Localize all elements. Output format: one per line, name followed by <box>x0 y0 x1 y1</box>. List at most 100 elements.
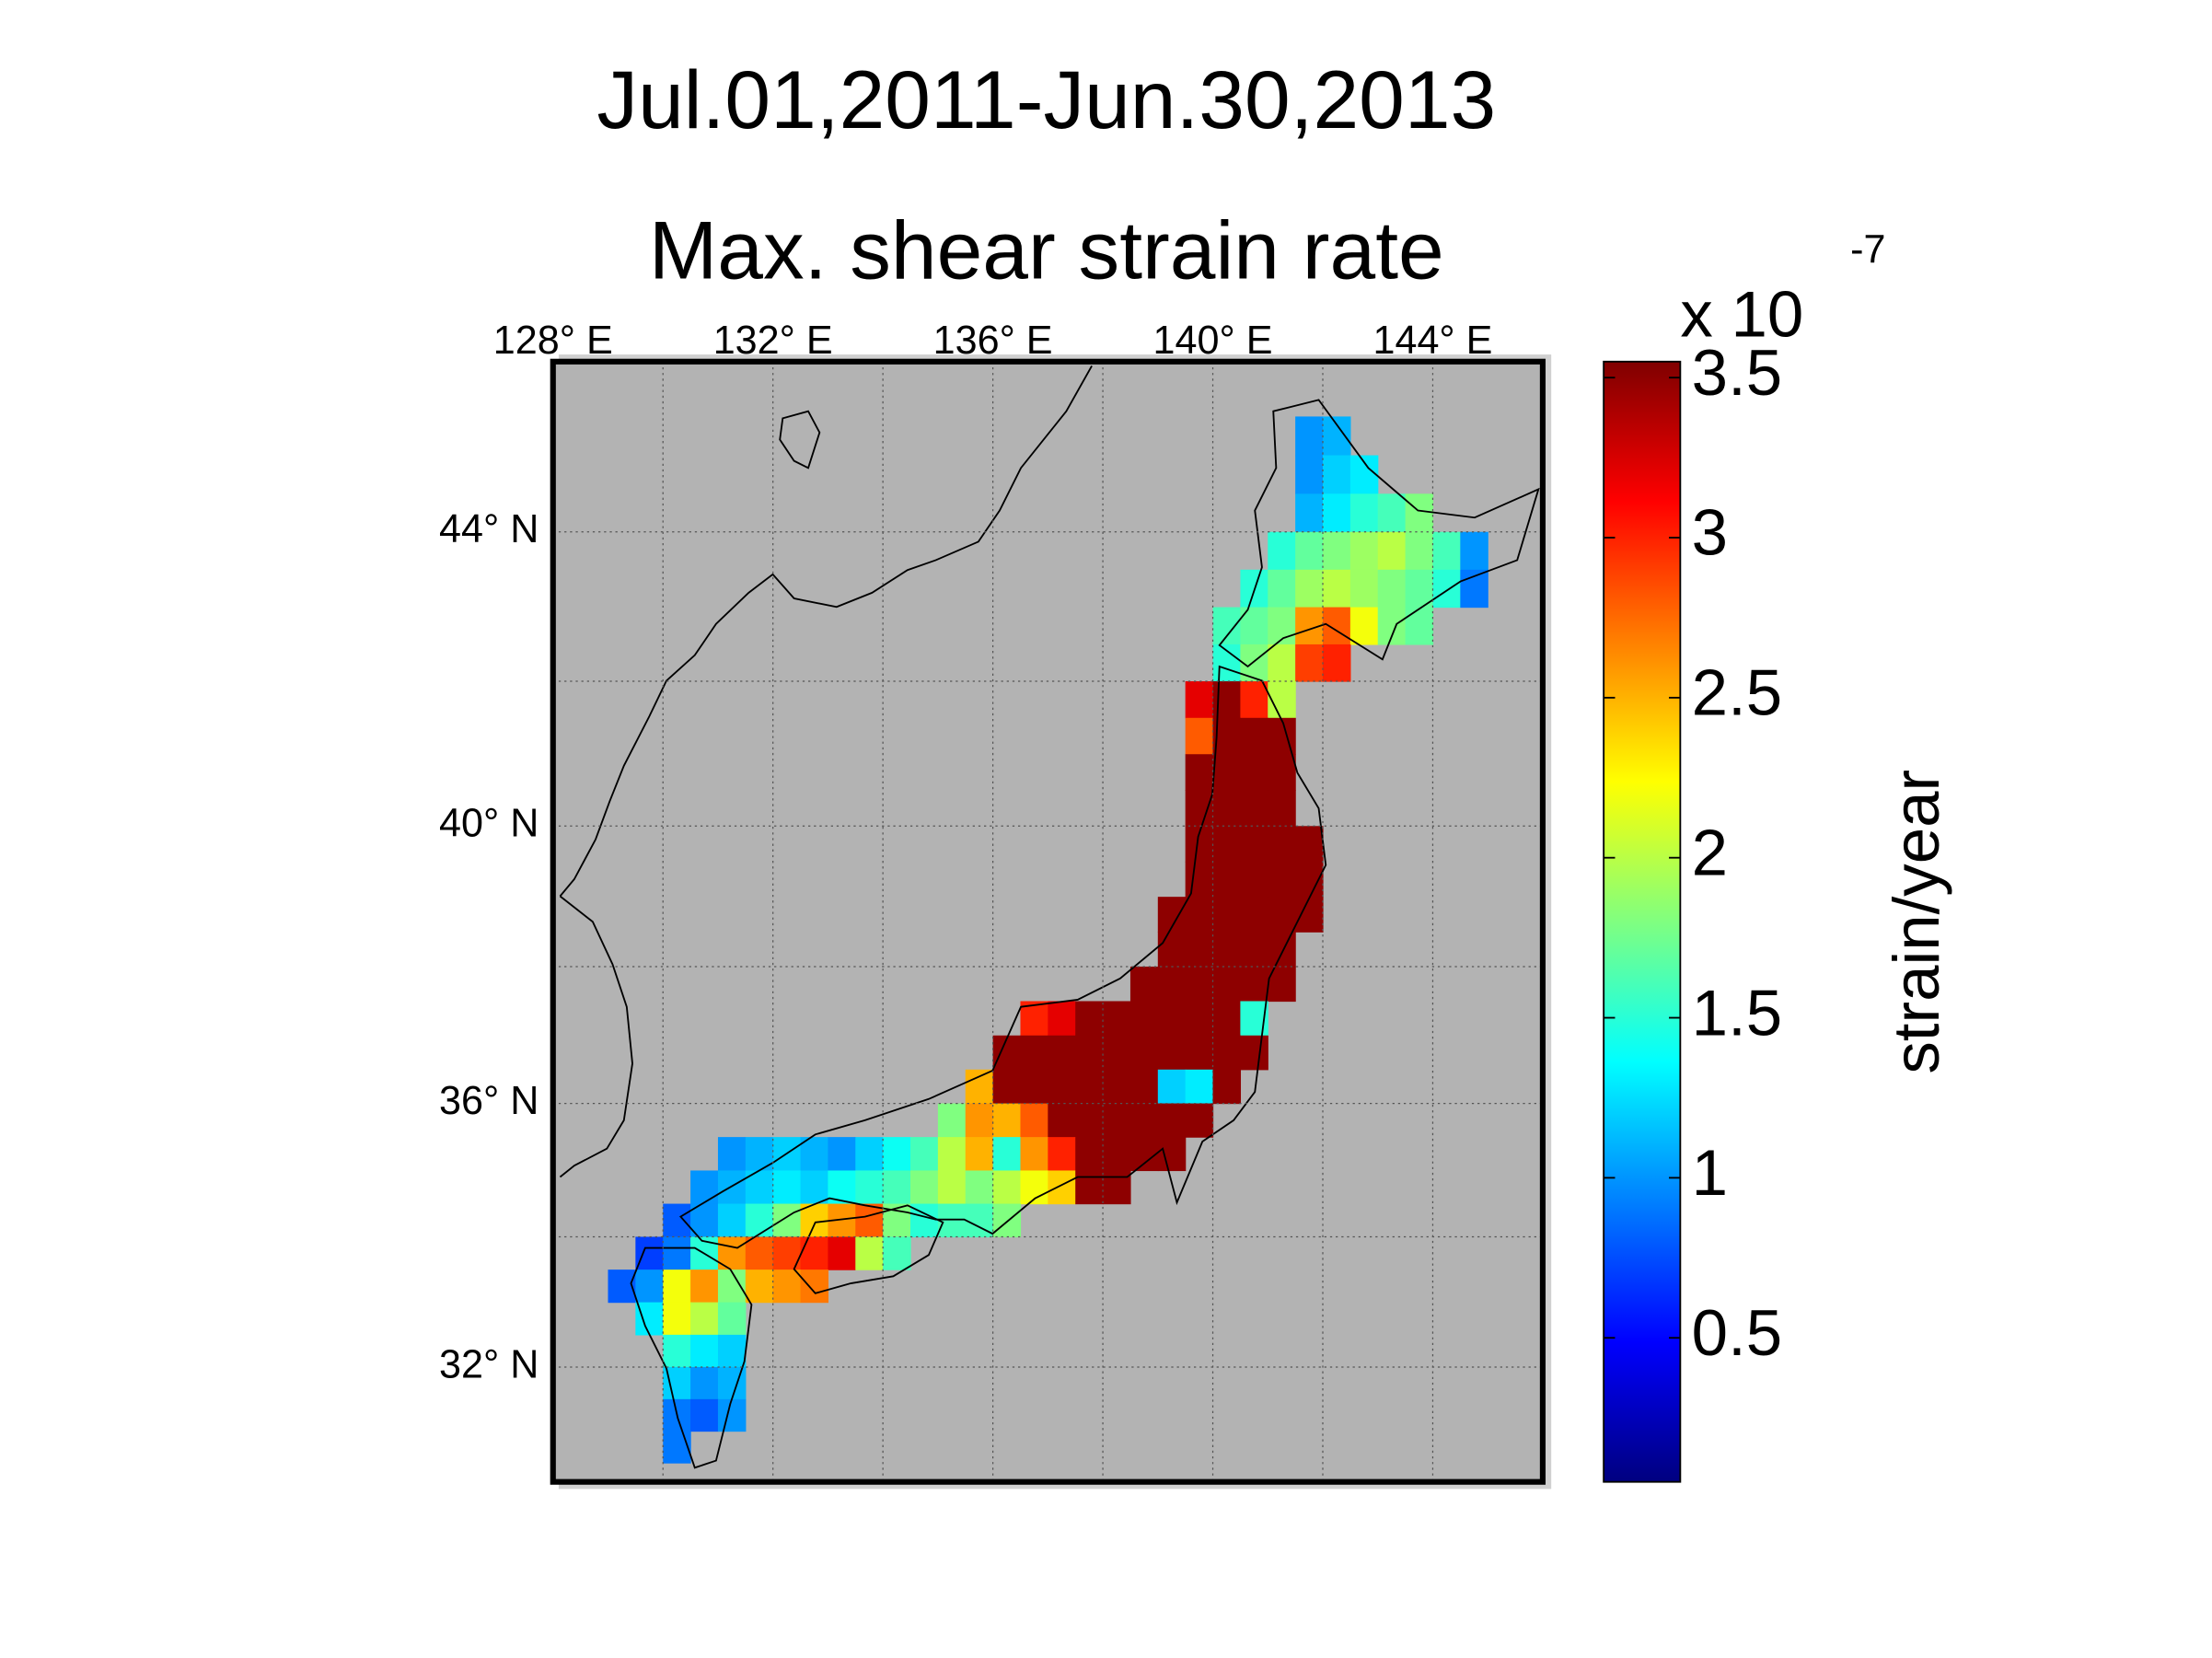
strain-cell <box>1129 966 1159 1003</box>
strain-cell <box>855 1203 884 1238</box>
strain-cell <box>1129 1035 1159 1071</box>
strain-cell <box>1268 861 1296 898</box>
strain-cell <box>1020 1137 1048 1172</box>
strain-cell <box>992 1137 1022 1172</box>
strain-cell <box>1432 531 1461 571</box>
strain-cell <box>1157 1103 1187 1138</box>
colorbar-tick-label: 1.5 <box>1692 977 1782 1049</box>
strain-cell <box>965 1103 994 1138</box>
strain-cell <box>1295 493 1324 533</box>
strain-cell <box>1268 790 1296 827</box>
strain-cell <box>1240 681 1268 719</box>
strain-cell <box>1185 897 1214 933</box>
strain-cell <box>1295 455 1324 494</box>
strain-cell <box>745 1236 774 1270</box>
strain-cell <box>635 1270 664 1304</box>
strain-cell <box>717 1366 747 1400</box>
strain-cell <box>1075 1170 1104 1205</box>
y-tick-label: 32° N <box>439 1342 539 1386</box>
strain-cell <box>828 1137 856 1172</box>
strain-cell <box>1323 455 1351 494</box>
strain-cell <box>1240 861 1268 898</box>
x-tick-label: 132° E <box>713 319 833 363</box>
strain-cell <box>1377 531 1407 571</box>
strain-cell <box>1129 1103 1159 1138</box>
strain-cell <box>1185 754 1214 792</box>
colorbar-tick-label: 3 <box>1692 497 1728 570</box>
strain-cell <box>1295 416 1324 457</box>
strain-cell <box>690 1302 719 1336</box>
strain-cell <box>1048 1170 1076 1205</box>
strain-cell <box>690 1334 719 1368</box>
y-tick-label: 36° N <box>439 1079 539 1123</box>
strain-cell <box>992 1069 1022 1105</box>
strain-cell <box>800 1170 829 1205</box>
strain-cell <box>1157 966 1187 1003</box>
strain-cell <box>663 1236 691 1270</box>
strain-cell <box>690 1170 719 1205</box>
strain-cell <box>937 1170 967 1205</box>
strain-cell <box>1240 717 1268 755</box>
strain-cell <box>745 1270 774 1304</box>
strain-cell <box>965 1137 994 1172</box>
strain-cell <box>635 1302 664 1336</box>
y-tick-label: 44° N <box>439 507 539 551</box>
strain-cell <box>1129 1001 1159 1037</box>
strain-cell <box>1185 1069 1214 1105</box>
strain-cell <box>910 1170 939 1205</box>
strain-cell <box>1103 1103 1131 1138</box>
strain-cell <box>1405 531 1434 571</box>
strain-cell <box>800 1236 829 1270</box>
strain-cell <box>1268 531 1296 571</box>
strain-cell <box>1129 1137 1159 1172</box>
strain-cell <box>1129 1069 1159 1105</box>
strain-cell <box>965 1069 994 1105</box>
strain-cell <box>1185 1001 1214 1037</box>
coastline <box>678 665 1327 1249</box>
strain-cell <box>1240 932 1268 968</box>
colorbar-exponent: -7 <box>1850 228 1885 272</box>
strain-cell <box>1349 531 1379 571</box>
strain-cell <box>1103 1001 1131 1037</box>
strain-cell <box>717 1398 747 1432</box>
strain-cell <box>717 1170 747 1205</box>
title: Jul.01,2011-Jun.30,2013 <box>596 53 1496 145</box>
strain-cell <box>1323 493 1351 533</box>
strain-cell <box>1185 681 1214 719</box>
strain-cell <box>1212 1035 1242 1071</box>
strain-cell <box>992 1035 1022 1071</box>
strain-cell <box>1268 826 1296 863</box>
strain-cell <box>663 1203 691 1238</box>
strain-cell <box>1185 1035 1214 1071</box>
strain-cell <box>1075 1137 1104 1172</box>
strain-cell <box>745 1137 774 1172</box>
strain-cell <box>772 1203 802 1238</box>
strain-cell <box>937 1103 967 1138</box>
strain-cell <box>1212 826 1242 863</box>
strain-cell <box>1048 1001 1076 1037</box>
strain-cell <box>1268 932 1296 968</box>
strain-cell <box>883 1236 911 1270</box>
strain-cell <box>717 1203 747 1238</box>
strain-cell <box>1048 1035 1076 1071</box>
strain-cell <box>1075 1001 1104 1037</box>
colorbar <box>1603 360 1682 1483</box>
x-tick-label: 136° E <box>933 319 1053 363</box>
strain-cell <box>663 1270 691 1304</box>
strain-cell <box>1405 607 1434 645</box>
strain-cell <box>1323 531 1351 571</box>
strain-cell <box>1240 790 1268 827</box>
strain-cell <box>1240 897 1268 933</box>
strain-cell <box>1323 569 1351 609</box>
strain-cell <box>772 1270 802 1304</box>
strain-cell <box>1240 826 1268 863</box>
coastline <box>1218 399 1540 668</box>
strain-cell <box>1240 966 1268 1003</box>
map-content <box>552 361 1543 1482</box>
strain-cell <box>1295 897 1324 933</box>
coastline <box>559 895 633 1178</box>
strain-cell <box>1349 569 1379 609</box>
strain-cell <box>1212 607 1242 645</box>
